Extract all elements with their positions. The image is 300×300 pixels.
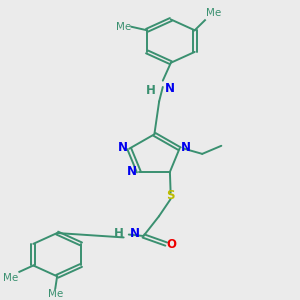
Text: N: N bbox=[118, 141, 128, 154]
Text: N: N bbox=[181, 141, 191, 154]
Text: Me: Me bbox=[206, 8, 221, 18]
Text: N: N bbox=[127, 165, 137, 178]
Text: S: S bbox=[167, 189, 175, 202]
Text: N: N bbox=[165, 82, 175, 95]
Text: H: H bbox=[114, 227, 124, 241]
Text: O: O bbox=[166, 238, 176, 250]
Text: Me: Me bbox=[116, 22, 131, 32]
Text: Me: Me bbox=[3, 273, 19, 283]
Text: H: H bbox=[146, 83, 156, 97]
Text: N: N bbox=[130, 227, 140, 241]
Text: Me: Me bbox=[48, 289, 63, 299]
